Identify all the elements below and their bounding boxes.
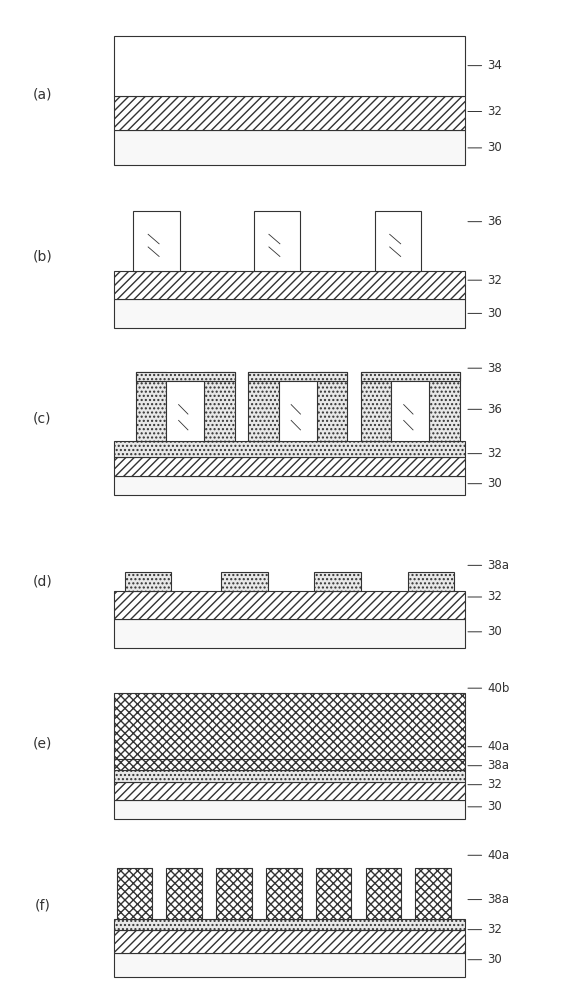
Bar xyxy=(114,953,465,977)
Bar xyxy=(114,96,465,130)
Bar xyxy=(314,572,361,591)
Bar xyxy=(430,372,460,441)
Text: 38a: 38a xyxy=(487,559,509,572)
Text: 32: 32 xyxy=(487,105,502,118)
Bar xyxy=(114,299,465,328)
Text: 32: 32 xyxy=(487,274,502,287)
Text: 40a: 40a xyxy=(487,740,510,753)
Text: 30: 30 xyxy=(487,477,502,490)
Text: 36: 36 xyxy=(487,215,502,228)
Bar xyxy=(278,381,317,441)
Text: 32: 32 xyxy=(487,590,502,603)
Text: (c): (c) xyxy=(33,412,52,426)
Bar xyxy=(133,211,179,271)
Bar xyxy=(114,759,465,770)
Bar xyxy=(114,930,465,953)
Bar xyxy=(266,868,302,919)
Text: 38: 38 xyxy=(487,362,502,375)
Bar xyxy=(114,782,465,800)
Bar xyxy=(114,130,465,165)
Bar xyxy=(125,572,171,591)
Bar xyxy=(114,476,465,495)
Bar xyxy=(114,36,465,96)
Text: 30: 30 xyxy=(487,953,502,966)
Bar xyxy=(114,770,465,782)
Bar xyxy=(114,693,465,759)
Text: 40b: 40b xyxy=(487,682,510,695)
Bar xyxy=(248,372,347,381)
Text: 30: 30 xyxy=(487,141,502,154)
Bar xyxy=(136,372,234,381)
Bar xyxy=(114,271,465,299)
Text: (a): (a) xyxy=(32,87,52,101)
Bar xyxy=(114,919,465,930)
Bar xyxy=(391,381,430,441)
Bar xyxy=(316,868,351,919)
Text: 38a: 38a xyxy=(487,893,509,906)
Text: 32: 32 xyxy=(487,778,502,791)
Text: (d): (d) xyxy=(32,574,52,588)
Bar xyxy=(415,868,451,919)
Text: (e): (e) xyxy=(33,737,52,751)
Text: 36: 36 xyxy=(487,403,502,416)
Bar xyxy=(166,381,204,441)
Text: 32: 32 xyxy=(487,447,502,460)
Bar xyxy=(204,372,234,441)
Bar xyxy=(248,372,278,441)
Bar xyxy=(114,441,465,457)
Text: 34: 34 xyxy=(487,59,502,72)
Text: 40a: 40a xyxy=(487,849,510,862)
Text: 30: 30 xyxy=(487,625,502,638)
Bar xyxy=(114,619,465,648)
Bar xyxy=(114,591,465,619)
Bar xyxy=(365,868,401,919)
Bar xyxy=(166,868,202,919)
Text: 30: 30 xyxy=(487,800,502,813)
Bar xyxy=(216,868,252,919)
Bar xyxy=(114,800,465,819)
Text: (b): (b) xyxy=(32,249,52,263)
Bar xyxy=(136,372,166,441)
Text: 32: 32 xyxy=(487,923,502,936)
Bar xyxy=(375,211,422,271)
Bar xyxy=(317,372,347,441)
Bar xyxy=(221,572,267,591)
Bar xyxy=(114,457,465,476)
Bar xyxy=(361,372,391,441)
Bar xyxy=(116,868,152,919)
Text: 30: 30 xyxy=(487,307,502,320)
Bar xyxy=(408,572,454,591)
Text: (f): (f) xyxy=(35,899,50,913)
Text: 38a: 38a xyxy=(487,759,509,772)
Bar xyxy=(361,372,460,381)
Bar xyxy=(254,211,301,271)
